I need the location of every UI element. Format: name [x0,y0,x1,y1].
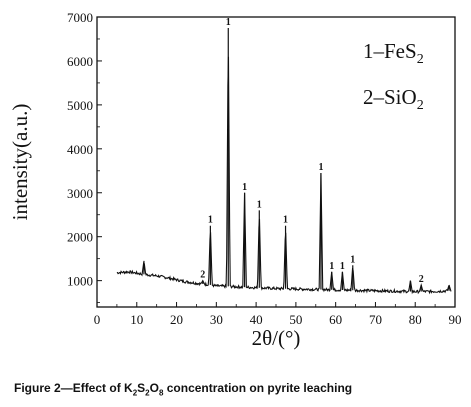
peak-label: 1 [283,215,288,226]
figure-caption: Figure 2—Effect of K2S2O8 concentration … [14,381,464,397]
legend-entry-text: 1–FeS [363,39,417,63]
y-axis-title: intensity(a.u.) [8,104,32,221]
caption-sub-2: 2 [145,388,150,398]
legend-entry: 1–FeS2 [363,39,424,67]
y-tick-label: 1000 [67,274,93,289]
peak-label: 1 [340,261,345,272]
peak-label: 1 [226,17,231,28]
y-tick-label: 2000 [67,230,93,245]
caption-s: S [137,381,146,395]
peak-label: 2 [200,270,205,281]
x-tick-label: 60 [329,312,342,327]
series-layer [116,27,452,295]
y-tick-label: 4000 [67,142,93,157]
peak-label: 1 [257,199,262,210]
x-tick-label: 10 [130,312,143,327]
peak-label: 1 [208,215,213,226]
caption-prefix: Figure 2 [14,381,61,395]
xrd-pattern-line [116,56,452,295]
caption-sub-3: 8 [158,388,164,398]
caption-text-before: Effect of K [72,381,133,395]
x-tick-label: 20 [170,312,183,327]
x-tick-label: 80 [409,312,422,327]
y-tick-label: 3000 [67,186,93,201]
x-tick-label: 70 [369,312,382,327]
x-tick-label: 50 [289,312,302,327]
y-tick-label: 5000 [67,98,93,113]
caption-o: O [149,381,159,395]
peak-label: 1 [329,261,334,272]
y-tick-label: 7000 [67,10,93,25]
x-tick-label: 30 [210,312,223,327]
caption-dash: — [60,381,73,395]
legend-entry-subscript: 2 [417,52,424,67]
y-tick-label: 6000 [67,54,93,69]
peak-label: 2 [419,274,424,285]
x-tick-label: 0 [94,312,101,327]
legend-entry: 2–SiO2 [363,85,424,113]
x-axis-title: 2θ/(°) [252,326,301,350]
x-tick-label: 40 [250,312,263,327]
peak-label: 1 [242,182,247,193]
caption-text-after: concentration on pyrite leaching [163,381,353,395]
axis-ticks: 0 10 20 30 40 50 60 70 80 90 1000 2000 3000 4000 5000 6… [67,10,462,327]
legend-entry-subscript: 2 [417,98,424,113]
legend-entry-text: 2–SiO [363,85,417,109]
peak-label: 1 [318,162,323,173]
peak-label: 1 [350,254,355,265]
caption-sub-1: 2 [132,388,138,398]
x-tick-label: 90 [449,312,462,327]
